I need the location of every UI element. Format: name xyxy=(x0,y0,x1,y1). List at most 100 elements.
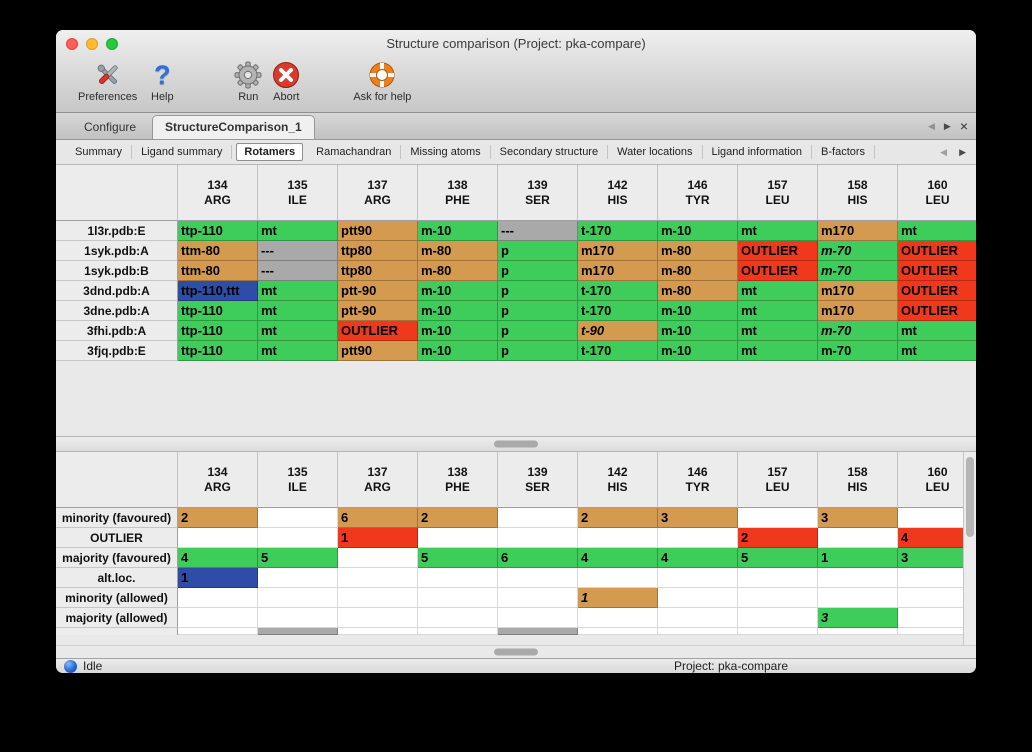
row-label[interactable]: 1l3r.pdb:E xyxy=(56,221,178,241)
table-cell[interactable]: ttp-110 xyxy=(178,301,258,321)
table-cell[interactable]: ttp-110,ttt xyxy=(178,281,258,301)
table-cell[interactable]: p xyxy=(498,261,578,281)
table-cell[interactable]: 4 xyxy=(578,548,658,568)
table-cell[interactable]: 2 xyxy=(578,508,658,528)
table-cell[interactable] xyxy=(818,568,898,588)
table-cell[interactable]: 3 xyxy=(898,548,976,568)
table-cell[interactable]: m-10 xyxy=(658,221,738,241)
table-cell[interactable]: p xyxy=(498,281,578,301)
table-cell[interactable]: 4 xyxy=(178,548,258,568)
next-subtab-icon[interactable]: ▶ xyxy=(959,146,966,157)
column-header[interactable]: 158 HIS xyxy=(818,452,898,508)
table-cell[interactable] xyxy=(898,608,976,628)
table-cell[interactable]: m-10 xyxy=(418,221,498,241)
help-button[interactable]: ? Help xyxy=(147,58,177,103)
minimize-button[interactable] xyxy=(86,38,98,50)
table-cell[interactable] xyxy=(178,528,258,548)
table-cell[interactable]: mt xyxy=(258,301,338,321)
table-cell[interactable]: OUTLIER xyxy=(738,261,818,281)
table-cell[interactable]: m-70 xyxy=(818,261,898,281)
table-cell[interactable]: 6 xyxy=(498,548,578,568)
tab-configure[interactable]: Configure xyxy=(84,120,137,134)
table-cell[interactable]: m-10 xyxy=(658,301,738,321)
table-cell[interactable] xyxy=(658,568,738,588)
table-cell[interactable]: t-90 xyxy=(578,321,658,341)
splitter-handle[interactable] xyxy=(494,440,538,448)
column-header[interactable]: 139 SER xyxy=(498,452,578,508)
zoom-button[interactable] xyxy=(106,38,118,50)
table-cell[interactable]: 4 xyxy=(658,548,738,568)
table-cell[interactable] xyxy=(658,588,738,608)
table-cell[interactable]: t-170 xyxy=(578,341,658,361)
table-cell[interactable] xyxy=(338,588,418,608)
table-cell[interactable]: ttp-110 xyxy=(178,221,258,241)
column-header[interactable]: 138 PHE xyxy=(418,452,498,508)
table-cell[interactable]: mt xyxy=(258,321,338,341)
table-cell[interactable]: 1 xyxy=(178,568,258,588)
table-cell[interactable]: mt xyxy=(898,321,976,341)
row-label[interactable]: minority (allowed) xyxy=(56,588,178,608)
pane-splitter[interactable] xyxy=(56,436,976,452)
table-cell[interactable] xyxy=(578,528,658,548)
subtab-ramachandran[interactable]: Ramachandran xyxy=(307,145,402,159)
table-cell[interactable] xyxy=(738,588,818,608)
table-cell[interactable] xyxy=(738,608,818,628)
table-cell[interactable]: m-10 xyxy=(658,341,738,361)
table-cell[interactable]: m-10 xyxy=(418,321,498,341)
table-cell[interactable]: 2 xyxy=(418,508,498,528)
table-cell[interactable]: OUTLIER xyxy=(898,241,976,261)
table-cell[interactable]: OUTLIER xyxy=(898,261,976,281)
table-cell[interactable]: p xyxy=(498,321,578,341)
table-cell[interactable]: m-10 xyxy=(658,321,738,341)
table-cell[interactable] xyxy=(898,508,976,528)
subtab-water-locations[interactable]: Water locations xyxy=(608,145,703,159)
table-cell[interactable]: mt xyxy=(738,221,818,241)
table-cell[interactable] xyxy=(498,508,578,528)
column-header[interactable]: 138 PHE xyxy=(418,165,498,221)
row-label[interactable]: 3dnd.pdb:A xyxy=(56,281,178,301)
table-cell[interactable]: ttp80 xyxy=(338,261,418,281)
table-cell[interactable]: mt xyxy=(898,221,976,241)
row-label[interactable]: majority (allowed) xyxy=(56,608,178,628)
table-cell[interactable] xyxy=(418,528,498,548)
table-cell[interactable] xyxy=(258,588,338,608)
table-cell[interactable] xyxy=(258,608,338,628)
table-cell[interactable]: OUTLIER xyxy=(898,301,976,321)
column-header[interactable]: 157 LEU xyxy=(738,165,818,221)
table-cell[interactable]: m170 xyxy=(578,241,658,261)
table-cell[interactable]: 3 xyxy=(818,508,898,528)
table-cell[interactable] xyxy=(418,608,498,628)
table-cell[interactable]: t-170 xyxy=(578,281,658,301)
table-cell[interactable]: mt xyxy=(258,341,338,361)
row-label[interactable]: 3dne.pdb:A xyxy=(56,301,178,321)
column-header[interactable]: 157 LEU xyxy=(738,452,818,508)
subtab-b-factors[interactable]: B-factors xyxy=(812,145,876,159)
table-cell[interactable]: ttp-110 xyxy=(178,341,258,361)
row-label[interactable]: OUTLIER xyxy=(56,528,178,548)
table-cell[interactable]: 5 xyxy=(738,548,818,568)
row-label[interactable]: alt.loc. xyxy=(56,568,178,588)
column-header[interactable]: 160 LEU xyxy=(898,165,976,221)
table-cell[interactable] xyxy=(578,608,658,628)
table-cell[interactable]: m-10 xyxy=(418,281,498,301)
table-cell[interactable] xyxy=(498,568,578,588)
column-header[interactable]: 158 HIS xyxy=(818,165,898,221)
table-cell[interactable]: mt xyxy=(738,321,818,341)
preferences-button[interactable]: Preferences xyxy=(78,58,137,103)
table-cell[interactable] xyxy=(498,588,578,608)
column-header[interactable]: 135 ILE xyxy=(258,452,338,508)
run-button[interactable]: Run xyxy=(233,58,263,103)
subtab-ligand-information[interactable]: Ligand information xyxy=(703,145,813,159)
table-cell[interactable]: --- xyxy=(498,221,578,241)
table-cell[interactable] xyxy=(898,568,976,588)
table-cell[interactable] xyxy=(178,608,258,628)
table-cell[interactable] xyxy=(738,568,818,588)
table-cell[interactable]: ptt-90 xyxy=(338,301,418,321)
table-cell[interactable]: 3 xyxy=(658,508,738,528)
table-cell[interactable]: 1 xyxy=(818,548,898,568)
table-cell[interactable] xyxy=(898,588,976,608)
subtab-ligand-summary[interactable]: Ligand summary xyxy=(132,145,233,159)
table-cell[interactable] xyxy=(418,568,498,588)
next-tab-icon[interactable]: ▶ xyxy=(943,120,951,131)
abort-button[interactable]: Abort xyxy=(271,58,301,103)
